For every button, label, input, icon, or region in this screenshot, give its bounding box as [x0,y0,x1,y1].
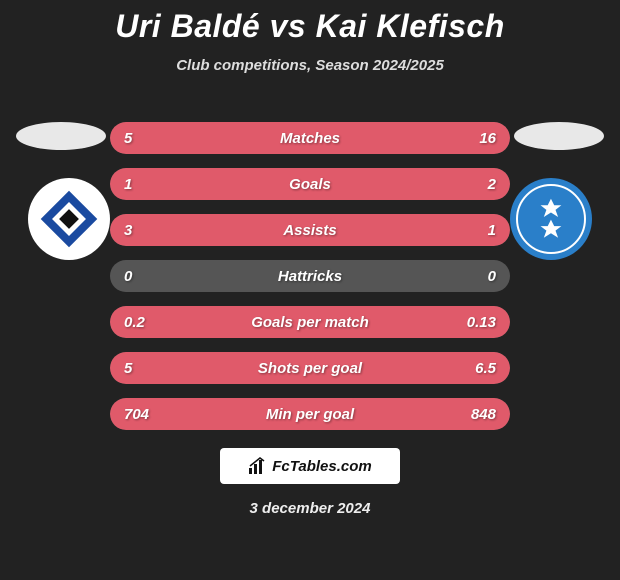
subtitle: Club competitions, Season 2024/2025 [0,57,620,74]
stat-label: Shots per goal [110,352,510,384]
watermark-label: FcTables.com [272,458,371,475]
stat-row: 00Hattricks [110,260,510,292]
stat-label: Goals per match [110,306,510,338]
hsv-badge-icon [28,178,110,260]
stats-panel: 516Matches 12Goals 31Assists 00Hattricks 0.2… [110,122,510,444]
stat-row: 31Assists [110,214,510,246]
page-title: Uri Baldé vs Kai Klefisch [0,0,620,45]
club-badge-right [510,178,592,260]
club-badge-left [28,178,110,260]
stat-label: Assists [110,214,510,246]
stat-row: 56.5Shots per goal [110,352,510,384]
date-label: 3 december 2024 [0,500,620,517]
stat-label: Goals [110,168,510,200]
stat-label: Min per goal [110,398,510,430]
chart-icon [248,457,266,475]
stat-row: 516Matches [110,122,510,154]
darmstadt-badge-icon [510,178,592,260]
stat-row: 12Goals [110,168,510,200]
stat-label: Matches [110,122,510,154]
watermark: FcTables.com [220,448,400,484]
stat-row: 704848Min per goal [110,398,510,430]
stat-label: Hattricks [110,260,510,292]
stat-row: 0.20.13Goals per match [110,306,510,338]
player-photo-left [16,122,106,150]
player-photo-right [514,122,604,150]
